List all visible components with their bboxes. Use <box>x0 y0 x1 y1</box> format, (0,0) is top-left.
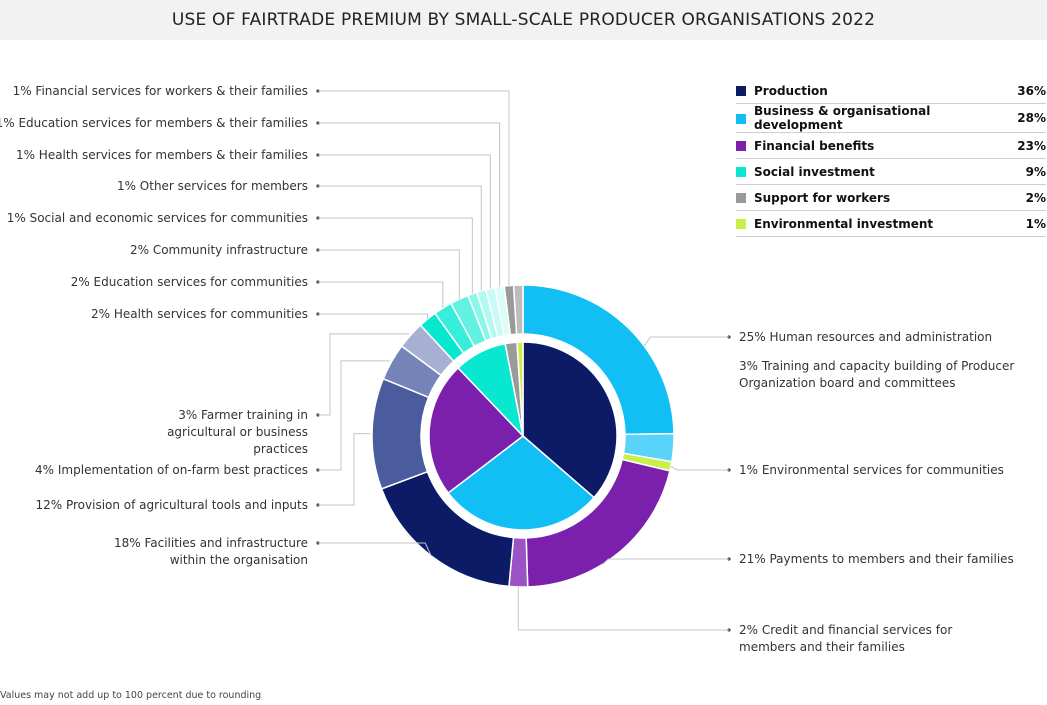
callout-line-12 <box>318 217 473 294</box>
legend-label: Production <box>754 78 1018 104</box>
callout-label-2: 1% Environmental services for communitie… <box>739 463 1004 477</box>
legend-swatch <box>736 193 746 203</box>
legend-value: 9% <box>1017 158 1046 185</box>
callout-label-5: within the organisation <box>170 553 308 567</box>
callout-label-8: practices <box>253 442 308 456</box>
callout-line-9 <box>318 313 429 319</box>
legend-row-financial-benefits: Financial benefits 23% <box>736 132 1046 159</box>
inner-slice-production <box>522 341 618 499</box>
callout-label-14: 1% Health services for members & their f… <box>16 148 308 162</box>
callout-line-7 <box>318 360 390 471</box>
callout-line-3 <box>602 558 729 565</box>
callout-line-16 <box>318 90 510 286</box>
legend-row-environmental-investment: Environmental investment 1% <box>736 210 1046 237</box>
footnote: Values may not add up to 100 percent due… <box>0 690 262 701</box>
legend-label: Business & organisational development <box>754 103 1018 133</box>
callout-line-0 <box>643 336 729 347</box>
callout-label-12: 1% Social and economic services for comm… <box>7 211 308 225</box>
inner-slice-business-organisational-development <box>447 435 596 531</box>
inner-slice-environmental-investment <box>516 341 524 437</box>
legend-swatch <box>736 86 746 96</box>
outer-ring <box>371 284 675 588</box>
callout-label-4: members and their families <box>739 640 905 654</box>
legend-value: 1% <box>1017 210 1046 237</box>
callout-label-16: 1% Financial services for workers & thei… <box>13 84 308 98</box>
legend-row-production: Production 36% <box>736 78 1046 104</box>
callout-label-9: 2% Health services for communities <box>91 307 308 321</box>
callout-label-3: 21% Payments to members and their famili… <box>739 552 1014 566</box>
callouts: 25% Human resources and administration 3%… <box>0 84 1014 654</box>
callout-line-5 <box>318 542 432 557</box>
callout-label-11: 2% Community infrastructure <box>130 243 308 257</box>
callout-label-8: 3% Farmer training in <box>178 408 308 422</box>
inner-slice-financial-benefits <box>428 366 525 494</box>
callout-line-11 <box>318 249 460 300</box>
callout-label-1: Organization board and committees <box>739 376 955 390</box>
callout-label-1: 3% Training and capacity building of Pro… <box>739 359 1014 373</box>
callout-label-0: 25% Human resources and administration <box>739 330 992 344</box>
legend-row-business-organisational-development: Business & organisational development 28% <box>736 103 1046 133</box>
legend-swatch <box>736 113 746 124</box>
callout-label-7: 4% Implementation of on-farm best practi… <box>35 463 308 477</box>
outer-slice-6 <box>371 377 430 490</box>
legend-swatch <box>736 167 746 177</box>
legend-value: 2% <box>1017 184 1046 211</box>
callout-line-8 <box>318 333 410 416</box>
callout-line-13 <box>318 185 482 291</box>
callout-line-4 <box>517 586 729 631</box>
callout-label-4: 2% Credit and financial services for <box>739 623 952 637</box>
legend-label: Social investment <box>754 158 1018 185</box>
legend-value: 28% <box>1017 103 1046 133</box>
legend-label: Support for workers <box>754 184 1018 211</box>
callout-line-14 <box>318 154 491 289</box>
callout-label-15: 1% Education services for members & thei… <box>0 116 308 130</box>
inner-ring <box>428 341 618 531</box>
callout-label-10: 2% Education services for communities <box>71 275 308 289</box>
legend-value: 36% <box>1017 78 1046 104</box>
callout-line-15 <box>318 122 501 287</box>
outer-slice-17 <box>512 284 524 335</box>
callout-label-6: 12% Provision of agricultural tools and … <box>35 498 308 512</box>
legend-label: Environmental investment <box>754 210 1018 237</box>
legend-swatch <box>736 141 746 151</box>
legend: Production 36% Business & organisational d… <box>736 78 1046 237</box>
callout-line-10 <box>318 281 444 309</box>
chart-title: USE OF FAIRTRADE PREMIUM BY SMALL-SCALE … <box>0 0 1047 40</box>
callout-label-13: 1% Other services for members <box>117 179 308 193</box>
callout-label-8: agricultural or business <box>167 425 308 439</box>
callout-label-5: 18% Facilities and infrastructure <box>114 536 308 550</box>
legend-row-support-for-workers: Support for workers 2% <box>736 184 1046 211</box>
callout-line-6 <box>318 433 371 506</box>
legend-label: Financial benefits <box>754 132 1018 159</box>
legend-value: 23% <box>1017 132 1046 159</box>
legend-swatch <box>736 219 746 229</box>
legend-row-social-investment: Social investment 9% <box>736 158 1046 185</box>
callout-line-2 <box>670 465 729 471</box>
